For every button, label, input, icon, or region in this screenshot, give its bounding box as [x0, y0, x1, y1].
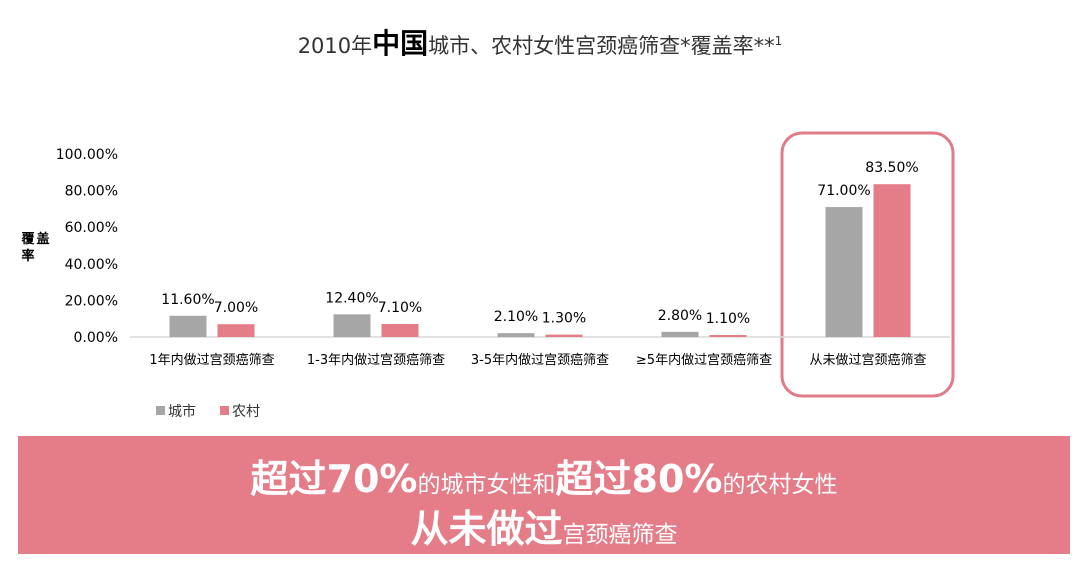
bar-rural — [873, 184, 911, 337]
data-label: 11.60% — [161, 292, 214, 308]
banner-text-screening: 宫颈癌筛查 — [562, 522, 678, 548]
data-label: 1.30% — [542, 311, 586, 327]
highlight-box — [780, 131, 955, 398]
y-tick-label: 20.00% — [65, 293, 118, 309]
y-tick-label: 60.00% — [65, 220, 118, 236]
title-prefix: 2010年 — [297, 34, 373, 58]
y-tick-label: 40.00% — [65, 257, 118, 273]
x-tick-label: 从未做过宫颈癌筛查 — [809, 352, 926, 368]
y-axis-label-char: 覆 — [21, 232, 35, 247]
data-label: 2.10% — [494, 309, 538, 325]
banner-line-2: 从未做过宫颈癌筛查 — [18, 498, 1070, 553]
y-axis-label-char: 率 — [21, 248, 34, 264]
bar-urban — [333, 314, 371, 337]
bar-urban — [497, 333, 535, 337]
title-suffix: 城市、农村女性宫颈癌筛查*覆盖率** — [428, 34, 775, 58]
x-tick-label: 3-5年内做过宫颈癌筛查 — [471, 352, 609, 368]
bar-rural — [545, 334, 583, 337]
data-label: 2.80% — [658, 308, 702, 324]
page-title: 2010年中国城市、农村女性宫颈癌筛查*覆盖率**1 — [0, 22, 1080, 62]
data-label: 83.50% — [865, 160, 918, 176]
banner-line-1: 超过70%的城市女性和超过80%的农村女性 — [18, 448, 1070, 503]
bar-chart: 0.00% 20.00% 40.00% 60.00% 80.00% 100.00% 覆 盖率 1… — [21, 131, 955, 398]
x-tick-label: ≥5年内做过宫颈癌筛查 — [636, 352, 772, 368]
conclusion-banner: 超过70%的城市女性和超过80%的农村女性 从未做过宫颈癌筛查 — [18, 436, 1070, 554]
data-label: 12.40% — [325, 290, 378, 306]
bar-rural — [381, 324, 419, 337]
bar-urban — [661, 331, 699, 337]
bar-rural — [217, 324, 255, 337]
bar-rural — [709, 334, 747, 337]
x-tick-label: 1年内做过宫颈癌筛查 — [149, 352, 274, 368]
y-tick-label: 0.00% — [74, 330, 118, 346]
banner-bold-never: 从未做过 — [410, 507, 563, 551]
data-label: 71.00% — [817, 183, 870, 199]
banner-bold-urban: 超过70% — [250, 457, 418, 501]
data-label: 7.10% — [378, 300, 422, 316]
legend-urban-swatch — [156, 406, 165, 415]
bar-urban — [169, 315, 207, 337]
legend-rural-swatch — [220, 406, 229, 415]
x-tick-label: 1-3年内做过宫颈癌筛查 — [307, 352, 445, 368]
legend-rural: 农村 — [220, 401, 260, 421]
data-label: 7.00% — [214, 300, 258, 316]
title-emphasis: 中国 — [372, 27, 429, 60]
banner-text-urban: 的城市女性和 — [417, 472, 556, 498]
title-footnote: 1 — [774, 34, 783, 48]
data-label: 1.10% — [706, 311, 750, 327]
legend-urban: 城市 — [156, 401, 196, 421]
bar-urban — [825, 207, 863, 337]
legend-urban-label: 城市 — [168, 404, 196, 420]
banner-bold-rural: 超过80% — [555, 457, 723, 501]
y-tick-label: 80.00% — [65, 184, 118, 200]
legend-rural-label: 农村 — [232, 404, 260, 420]
y-axis-label-char: 盖 — [36, 231, 49, 247]
banner-text-rural: 的农村女性 — [722, 472, 838, 498]
y-tick-label: 100.00% — [56, 147, 118, 163]
